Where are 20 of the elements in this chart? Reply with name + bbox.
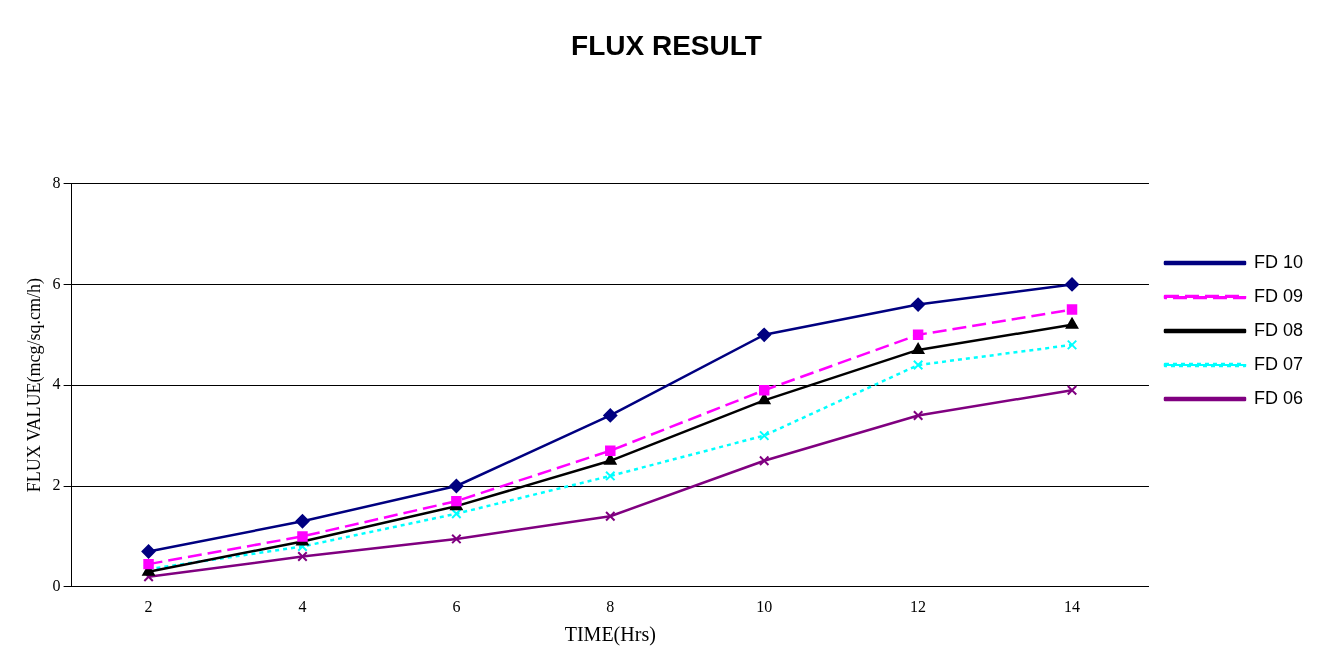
y-tick-label: 6	[52, 274, 61, 292]
x-axis-title: TIME(Hrs)	[564, 623, 656, 647]
x-tick-label: 8	[606, 597, 615, 615]
x-tick-label: 2	[144, 597, 153, 615]
legend-label: FD 07	[1253, 353, 1304, 374]
legend-label: FD 10	[1253, 251, 1304, 272]
legend-label: FD 09	[1253, 285, 1304, 306]
legend-label: FD 06	[1253, 387, 1304, 408]
x-tick-label: 14	[1064, 597, 1081, 615]
x-tick-label: 12	[910, 597, 927, 615]
chart-title: FLUX RESULT	[571, 29, 762, 61]
legend-label: FD 08	[1253, 319, 1304, 340]
y-tick-label: 8	[52, 173, 61, 191]
y-axis-title: FLUX VALUE(mcg/sq.cm/h)	[23, 278, 45, 493]
x-tick-label: 4	[298, 597, 307, 615]
y-tick-label: 4	[52, 375, 61, 393]
y-tick-label: 2	[52, 476, 61, 494]
x-tick-label: 6	[452, 597, 461, 615]
x-tick-label: 10	[756, 597, 773, 615]
y-tick-label: 0	[52, 577, 61, 594]
